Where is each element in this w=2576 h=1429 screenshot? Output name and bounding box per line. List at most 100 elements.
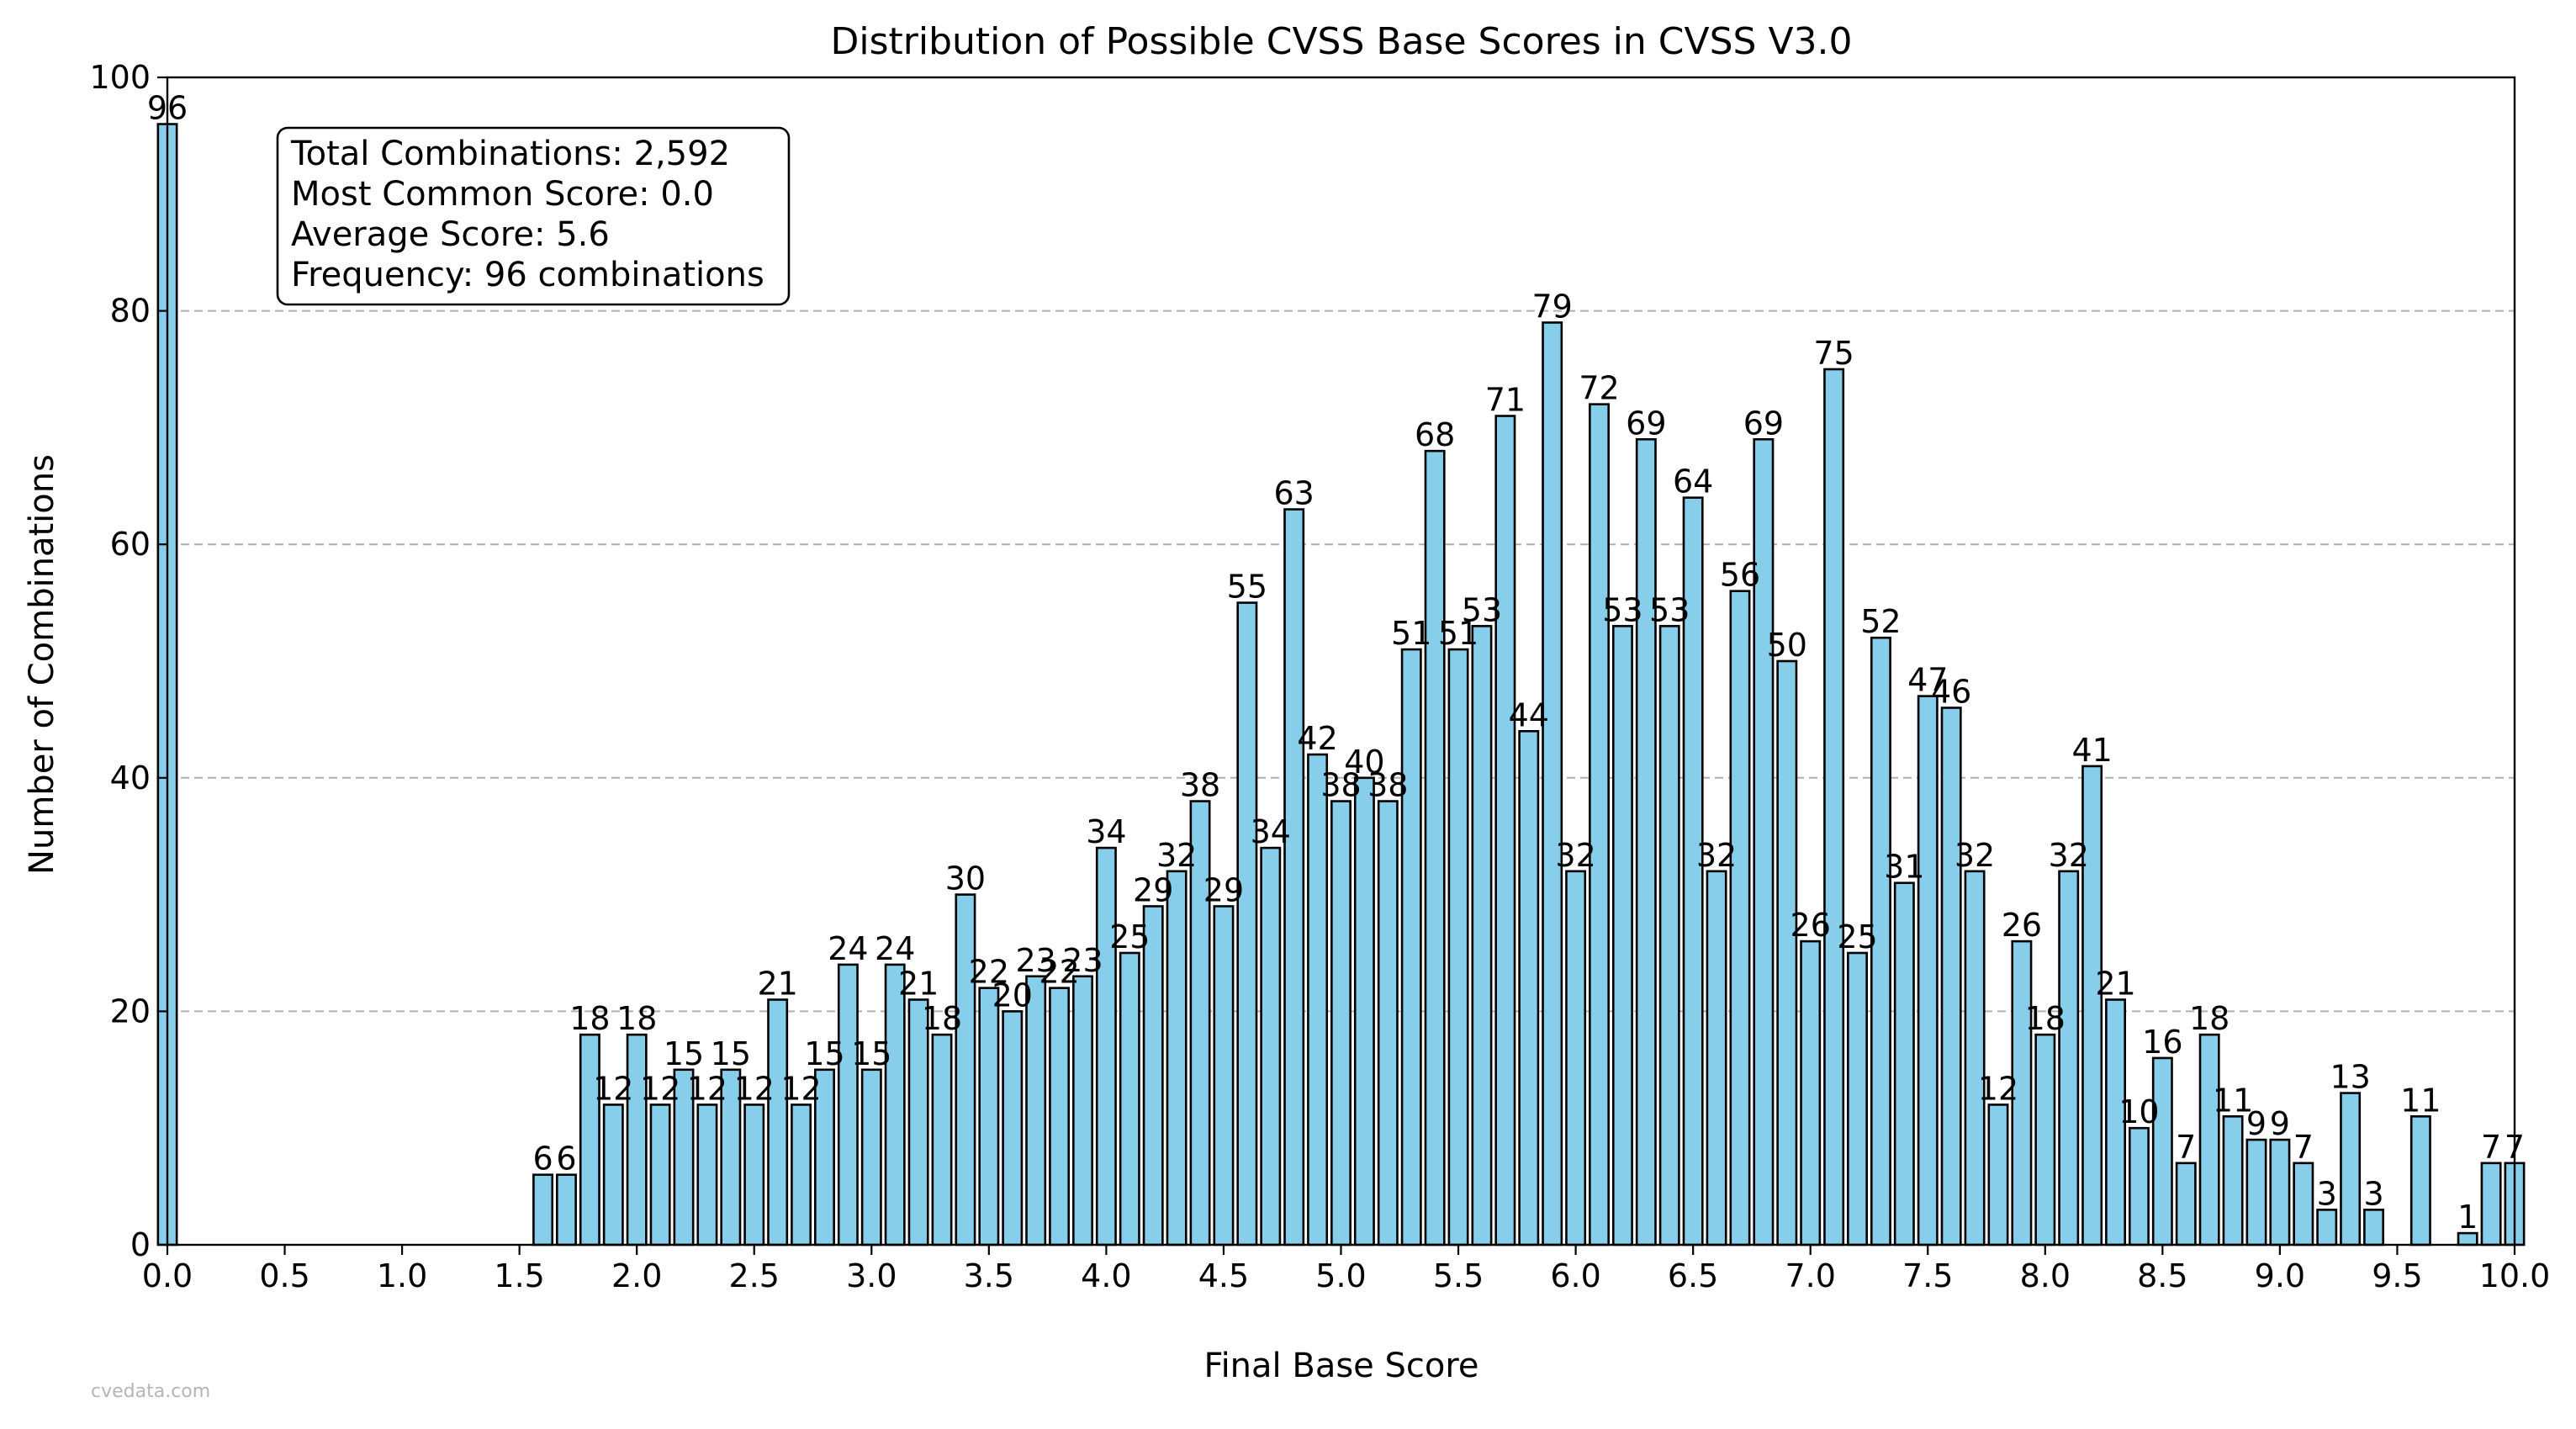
bar bbox=[1049, 987, 1071, 1246]
bar bbox=[1940, 707, 1962, 1246]
bar bbox=[1494, 415, 1516, 1246]
bar-value-label: 69 bbox=[1626, 405, 1666, 442]
bar bbox=[579, 1033, 600, 1246]
bar bbox=[1729, 590, 1751, 1246]
bar-value-label: 30 bbox=[945, 860, 986, 897]
bar-value-label: 32 bbox=[2049, 837, 2089, 874]
bar-value-label: 1 bbox=[2457, 1199, 2478, 1236]
bar-value-label: 40 bbox=[1344, 744, 1384, 781]
bar-value-label: 15 bbox=[851, 1035, 891, 1072]
bar bbox=[2034, 1033, 2056, 1246]
x-tick-label: 8.0 bbox=[2020, 1257, 2071, 1294]
bar bbox=[602, 1104, 624, 1246]
bar-value-label: 25 bbox=[1837, 918, 1877, 955]
bar bbox=[2128, 1126, 2150, 1246]
bar-value-label: 69 bbox=[1743, 405, 1784, 442]
x-tick-label: 6.5 bbox=[1668, 1257, 1718, 1294]
x-tick-label: 2.5 bbox=[729, 1257, 780, 1294]
bar-value-label: 50 bbox=[1767, 627, 1807, 664]
bar bbox=[2480, 1162, 2502, 1246]
bar bbox=[1283, 508, 1305, 1246]
x-tick-label: 0.0 bbox=[142, 1257, 193, 1294]
bar bbox=[1330, 800, 1351, 1246]
x-axis-label: Final Base Score bbox=[1203, 1347, 1478, 1385]
bar bbox=[978, 987, 1000, 1246]
stats-average-score: Average Score: 5.6 bbox=[291, 215, 610, 254]
stats-most-common-score: Most Common Score: 0.0 bbox=[291, 175, 714, 214]
bar bbox=[1142, 905, 1164, 1246]
bar bbox=[1658, 625, 1680, 1246]
bar bbox=[556, 1173, 577, 1246]
x-tick-label: 7.0 bbox=[1785, 1257, 1835, 1294]
x-tick-label: 4.0 bbox=[1081, 1257, 1131, 1294]
bar-value-label: 52 bbox=[1860, 603, 1901, 640]
bar-value-label: 3 bbox=[2363, 1175, 2383, 1212]
bar bbox=[1213, 905, 1235, 1246]
bar bbox=[860, 1068, 882, 1246]
bar bbox=[2340, 1092, 2362, 1246]
bar-value-label: 7 bbox=[2293, 1129, 2314, 1166]
stats-box: Total Combinations: 2,592 Most Common Sc… bbox=[276, 126, 791, 306]
bar bbox=[2222, 1115, 2244, 1246]
axis-ticks: 0.0 0.5 1.0 1.5 2.0 2.5 3.0 3.5 4.0 4.5 5.0 5.5 6.0 6… bbox=[89, 59, 2550, 1294]
bar-value-label: 53 bbox=[1649, 591, 1690, 628]
bar-value-label: 26 bbox=[1791, 907, 1831, 944]
bar bbox=[2175, 1162, 2197, 1246]
x-tick-label: 9.5 bbox=[2372, 1257, 2422, 1294]
bar-value-label: 64 bbox=[1673, 463, 1713, 500]
bar bbox=[532, 1173, 554, 1246]
bar bbox=[626, 1033, 648, 1246]
bar-value-label: 24 bbox=[828, 930, 868, 967]
y-tick-label: 60 bbox=[110, 526, 151, 563]
x-tick-label: 3.5 bbox=[964, 1257, 1014, 1294]
bar-value-label: 12 bbox=[1978, 1070, 2018, 1107]
stats-box-frame bbox=[276, 126, 791, 306]
bar-value-label: 34 bbox=[1251, 813, 1291, 850]
bar-value-label: 18 bbox=[2189, 1000, 2230, 1037]
bar bbox=[1072, 975, 1093, 1246]
bar-value-label: 25 bbox=[1109, 918, 1150, 955]
bar bbox=[1542, 321, 1563, 1246]
bar-value-label: 51 bbox=[1391, 615, 1431, 652]
bar-value-label: 7 bbox=[2176, 1129, 2196, 1166]
bar-value-label: 22 bbox=[969, 954, 1009, 991]
bar bbox=[1964, 870, 1986, 1246]
bar-value-label: 18 bbox=[616, 1000, 657, 1037]
y-tick-label: 100 bbox=[89, 59, 151, 96]
bar-value-label: 21 bbox=[2095, 966, 2135, 1003]
bar-value-label: 79 bbox=[1532, 288, 1573, 325]
bar-value-label: 12 bbox=[640, 1070, 680, 1107]
bar-value-label: 46 bbox=[1931, 674, 1971, 711]
bar-value-label: 9 bbox=[2246, 1105, 2267, 1142]
bar bbox=[1025, 975, 1047, 1246]
x-tick-label: 0.5 bbox=[259, 1257, 309, 1294]
bar bbox=[1447, 648, 1469, 1246]
bar bbox=[1307, 753, 1329, 1246]
bar-value-label: 22 bbox=[1039, 954, 1079, 991]
bar bbox=[2058, 870, 2080, 1246]
bar bbox=[1424, 449, 1446, 1246]
bar bbox=[2245, 1138, 2267, 1246]
bar-value-label: 21 bbox=[757, 966, 797, 1003]
bar bbox=[791, 1104, 812, 1246]
bar bbox=[1471, 625, 1493, 1246]
bar-value-label: 7 bbox=[2481, 1129, 2501, 1166]
bar bbox=[1236, 601, 1258, 1246]
bar-value-label: 56 bbox=[1720, 557, 1760, 594]
x-tick-label: 3.0 bbox=[846, 1257, 897, 1294]
bar-value-label: 10 bbox=[2118, 1093, 2159, 1130]
bar bbox=[2151, 1056, 2173, 1246]
bar-value-label: 68 bbox=[1415, 416, 1455, 453]
bar bbox=[2316, 1209, 2338, 1246]
x-tick-label: 6.0 bbox=[1550, 1257, 1600, 1294]
bar-value-label: 12 bbox=[780, 1070, 821, 1107]
bar bbox=[1589, 403, 1610, 1246]
bar-value-label: 9 bbox=[2270, 1105, 2290, 1142]
bar-value-label: 32 bbox=[1954, 837, 1995, 874]
x-tick-label: 5.0 bbox=[1315, 1257, 1366, 1294]
bar bbox=[1166, 870, 1187, 1246]
bar-value-label: 75 bbox=[1813, 335, 1854, 372]
bar bbox=[1893, 881, 1915, 1246]
x-tick-label: 1.0 bbox=[377, 1257, 427, 1294]
